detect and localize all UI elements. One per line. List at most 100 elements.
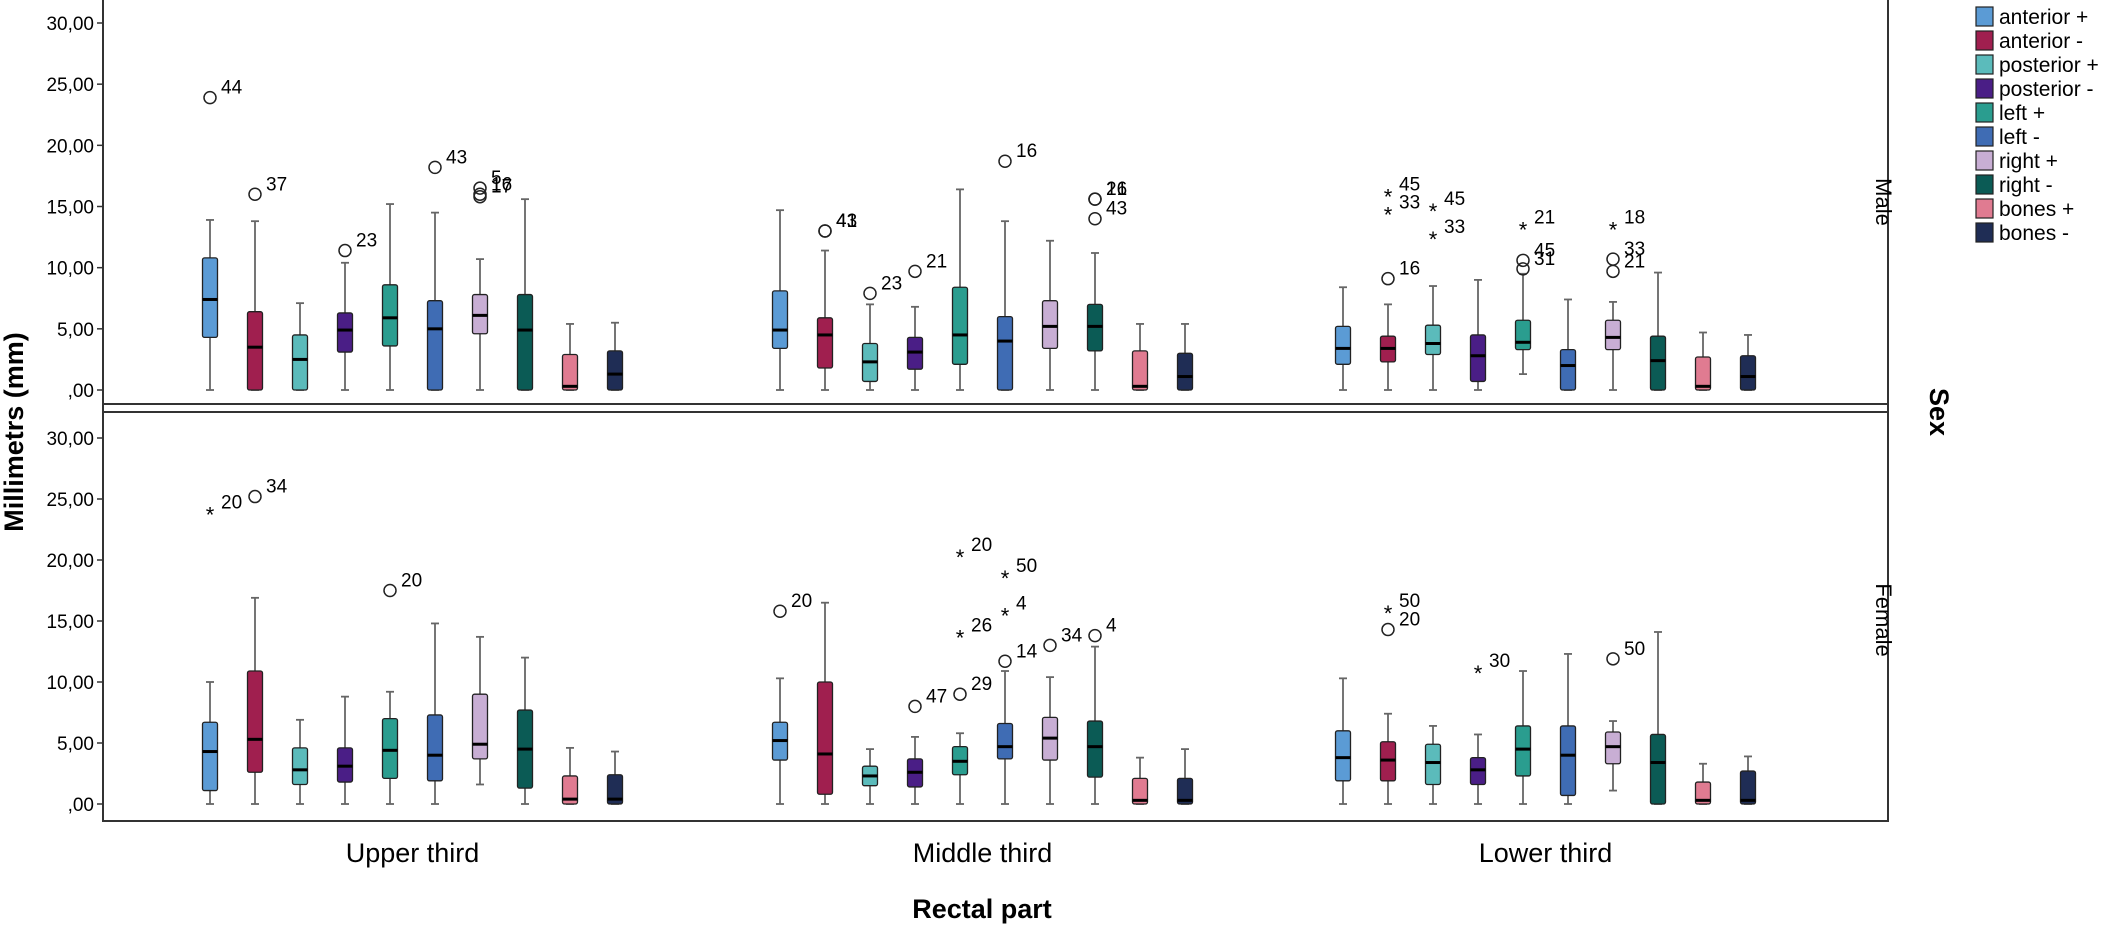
box-iqr — [1469, 334, 1487, 383]
boxplot-left-pos — [1514, 670, 1532, 805]
box-iqr — [771, 290, 789, 350]
box-iqr — [1739, 770, 1757, 805]
outlier-circle — [1381, 271, 1395, 286]
box-iqr — [426, 300, 444, 391]
facet-axis-title: Sex — [1924, 388, 1954, 436]
outlier-star: * — [1384, 184, 1393, 209]
outlier-label: 31 — [1534, 249, 1555, 270]
box-iqr — [471, 693, 489, 760]
legend-swatch — [1975, 54, 1994, 75]
outlier-circle — [953, 687, 967, 701]
legend-label: right + — [1999, 150, 2058, 173]
y-tick-label: 25,00 — [46, 75, 94, 96]
legend-swatch — [1975, 150, 1994, 171]
outlier-star: * — [1001, 566, 1010, 591]
outlier-label: 21 — [1624, 251, 1645, 272]
outlier-star: * — [1429, 227, 1438, 252]
legend-item: bones + — [1975, 198, 2074, 221]
outlier-label: 47 — [926, 686, 947, 707]
outlier-label: 41 — [836, 211, 857, 232]
boxplot-posterior-neg: 21 — [906, 251, 947, 391]
boxplot-posterior-pos — [1424, 725, 1442, 805]
y-tick-label: ,00 — [68, 381, 94, 402]
outlier-label: 30 — [1489, 651, 1510, 672]
box-iqr — [1176, 352, 1194, 391]
legend-swatch — [1975, 174, 1994, 195]
outlier-label: 21 — [926, 251, 947, 272]
outlier-label: 4 — [1106, 616, 1117, 637]
box-iqr — [201, 257, 219, 339]
boxplot-bones-neg — [606, 750, 624, 805]
outlier-label: 45 — [1534, 240, 1555, 261]
outlier-circle — [1088, 192, 1102, 206]
box-iqr — [1334, 325, 1352, 365]
legend-swatch — [1975, 126, 1994, 147]
boxplot-left-neg: * 50 * 4 14 — [996, 556, 1038, 805]
outlier-circle — [1043, 638, 1057, 653]
y-tick-label: 30,00 — [46, 429, 94, 450]
box-iqr — [291, 747, 309, 786]
boxplot-anterior-pos: 20 — [771, 591, 812, 805]
box-iqr — [1176, 777, 1194, 805]
boxplot-anterior-neg: 37 — [246, 174, 287, 391]
outlier-label: 21 — [1106, 179, 1127, 200]
box-iqr — [1334, 730, 1352, 782]
box-iqr — [381, 717, 399, 780]
boxplot-posterior-neg — [336, 695, 354, 805]
box-iqr — [816, 681, 834, 795]
boxplot-right-pos: 50 — [1604, 639, 1645, 792]
y-tick-label: 10,00 — [46, 259, 94, 280]
boxplot-posterior-neg — [1469, 278, 1487, 391]
outlier-circle — [203, 90, 217, 105]
outlier-circle — [1088, 211, 1102, 226]
boxplot-right-neg — [516, 198, 534, 391]
outlier-label: 33 — [1399, 193, 1420, 214]
outlier-label: 14 — [1016, 641, 1038, 662]
outlier-circle — [473, 189, 487, 204]
y-tick-label: 25,00 — [46, 490, 94, 511]
y-tick-label: 10,00 — [46, 673, 94, 694]
box-iqr — [1694, 781, 1712, 805]
legend-item: anterior - — [1975, 30, 2083, 53]
boxplot-right-neg — [516, 656, 534, 805]
outlier-label: 16 — [491, 174, 512, 195]
legend-label: left - — [1999, 126, 2040, 149]
boxplot-posterior-pos — [291, 718, 309, 805]
boxplot-posterior-pos: * 45 * 33 — [1424, 189, 1465, 391]
outlier-circle — [1381, 622, 1395, 637]
box-iqr — [561, 775, 579, 805]
box-iqr — [1041, 300, 1059, 350]
legend-item: left - — [1975, 126, 2040, 149]
box-iqr — [291, 334, 309, 391]
outlier-label: 33 — [1444, 217, 1465, 238]
outlier-circle — [998, 654, 1012, 669]
boxplot-bones-pos — [1131, 323, 1149, 391]
outlier-label: 5 — [491, 168, 502, 189]
boxplot-bones-pos — [1131, 756, 1149, 805]
outlier-label: 50 — [1624, 639, 1645, 660]
outlier-label: 44 — [221, 78, 243, 99]
box-iqr — [336, 312, 354, 353]
facet-label: Female — [1871, 583, 1896, 656]
outlier-circle — [1606, 252, 1620, 266]
outlier-label: 43 — [1106, 199, 1127, 220]
box-iqr — [1514, 319, 1532, 351]
box-iqr — [1739, 355, 1757, 391]
x-category-label: Lower third — [1479, 838, 1613, 868]
outlier-label: 34 — [1061, 625, 1083, 646]
outlier-label: 20 — [221, 492, 242, 513]
outlier-label: 26 — [971, 616, 992, 637]
x-category-label: Upper third — [346, 838, 480, 868]
outlier-label: 16 — [1399, 259, 1420, 280]
box-iqr — [996, 315, 1014, 391]
outlier-label: 43 — [836, 211, 857, 232]
box-iqr — [426, 714, 444, 782]
outlier-circle — [383, 583, 397, 598]
boxplot-anterior-neg: * 45 * 33 16 — [1379, 174, 1420, 391]
legend-item: posterior + — [1975, 54, 2099, 77]
legend-item: bones - — [1975, 222, 2069, 245]
outlier-star: * — [1384, 601, 1393, 626]
legend-label: right - — [1999, 174, 2053, 197]
boxplot-right-neg: 4 — [1086, 616, 1117, 805]
